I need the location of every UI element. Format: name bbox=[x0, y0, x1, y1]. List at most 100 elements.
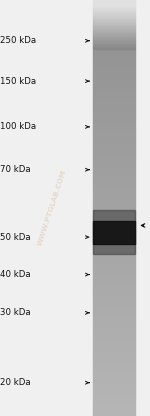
Bar bbox=[93, 33, 135, 35]
Bar bbox=[93, 220, 135, 222]
Bar bbox=[93, 130, 135, 132]
Bar bbox=[93, 275, 135, 276]
Bar bbox=[93, 51, 135, 53]
Bar bbox=[93, 47, 135, 49]
Text: 150 kDa: 150 kDa bbox=[0, 77, 36, 86]
Bar bbox=[93, 280, 135, 282]
Bar bbox=[93, 377, 135, 379]
Bar bbox=[93, 78, 135, 79]
Bar bbox=[93, 316, 135, 317]
Bar bbox=[93, 118, 135, 119]
Bar bbox=[93, 279, 135, 280]
Bar bbox=[93, 179, 135, 180]
Bar bbox=[93, 108, 135, 109]
Bar bbox=[93, 154, 135, 155]
Bar bbox=[93, 40, 135, 42]
Bar bbox=[93, 28, 135, 29]
Bar bbox=[93, 225, 135, 226]
Bar bbox=[93, 62, 135, 64]
Bar bbox=[93, 261, 135, 262]
Bar bbox=[93, 221, 135, 244]
Bar bbox=[93, 297, 135, 298]
Bar bbox=[93, 412, 135, 413]
Bar bbox=[93, 322, 135, 323]
Bar bbox=[93, 247, 135, 248]
Bar bbox=[93, 15, 135, 17]
Bar bbox=[93, 5, 135, 7]
Bar bbox=[93, 359, 135, 361]
Bar bbox=[93, 244, 135, 245]
Bar bbox=[93, 188, 135, 190]
Bar bbox=[93, 191, 135, 193]
Bar bbox=[93, 232, 135, 233]
Bar bbox=[93, 340, 135, 341]
Text: 50 kDa: 50 kDa bbox=[0, 233, 31, 242]
Bar bbox=[93, 75, 135, 76]
Bar bbox=[93, 114, 135, 115]
Bar bbox=[93, 165, 135, 166]
Bar bbox=[93, 96, 135, 97]
Bar bbox=[93, 57, 135, 58]
Bar bbox=[93, 155, 135, 157]
Bar bbox=[93, 112, 135, 114]
Bar bbox=[93, 313, 135, 315]
Bar bbox=[93, 121, 135, 122]
Bar bbox=[93, 304, 135, 305]
Bar bbox=[93, 10, 135, 11]
Bar bbox=[93, 283, 135, 284]
Bar bbox=[93, 176, 135, 178]
Bar bbox=[93, 319, 135, 320]
Bar bbox=[93, 180, 135, 182]
Bar bbox=[93, 124, 135, 125]
Bar bbox=[93, 371, 135, 373]
Bar bbox=[93, 82, 135, 83]
Bar bbox=[93, 45, 135, 46]
Bar bbox=[93, 384, 135, 386]
Bar bbox=[93, 222, 135, 223]
Bar bbox=[93, 58, 135, 59]
Bar bbox=[93, 212, 135, 213]
Bar bbox=[93, 309, 135, 311]
Text: 70 kDa: 70 kDa bbox=[0, 165, 31, 174]
Bar bbox=[93, 241, 135, 243]
Bar bbox=[93, 61, 135, 62]
Bar bbox=[93, 390, 135, 391]
Bar bbox=[93, 341, 135, 342]
Bar bbox=[93, 399, 135, 401]
Bar bbox=[93, 210, 135, 254]
Bar bbox=[93, 362, 135, 363]
Bar bbox=[93, 129, 135, 130]
Bar bbox=[93, 226, 135, 228]
Bar bbox=[93, 125, 135, 126]
Bar bbox=[93, 238, 135, 240]
Bar bbox=[93, 80, 135, 82]
Bar bbox=[93, 134, 135, 136]
Bar bbox=[93, 269, 135, 270]
Bar bbox=[93, 119, 135, 121]
Bar bbox=[93, 257, 135, 258]
Bar bbox=[93, 361, 135, 362]
Bar bbox=[93, 243, 135, 244]
Bar bbox=[93, 149, 135, 150]
Bar bbox=[93, 67, 135, 68]
Bar bbox=[93, 216, 135, 218]
Bar bbox=[93, 351, 135, 352]
Bar bbox=[93, 20, 135, 21]
Bar bbox=[93, 387, 135, 388]
Bar bbox=[93, 365, 135, 366]
Bar bbox=[93, 32, 135, 33]
Bar bbox=[93, 373, 135, 374]
Bar bbox=[93, 352, 135, 354]
Bar bbox=[93, 86, 135, 87]
Bar bbox=[93, 392, 135, 394]
Bar bbox=[93, 99, 135, 100]
Bar bbox=[93, 194, 135, 196]
Bar bbox=[93, 17, 135, 18]
Bar bbox=[93, 74, 135, 75]
Bar bbox=[93, 111, 135, 112]
Bar bbox=[93, 1, 135, 3]
Bar bbox=[93, 22, 135, 24]
Bar bbox=[93, 253, 135, 254]
Bar bbox=[93, 276, 135, 277]
Bar bbox=[93, 388, 135, 390]
